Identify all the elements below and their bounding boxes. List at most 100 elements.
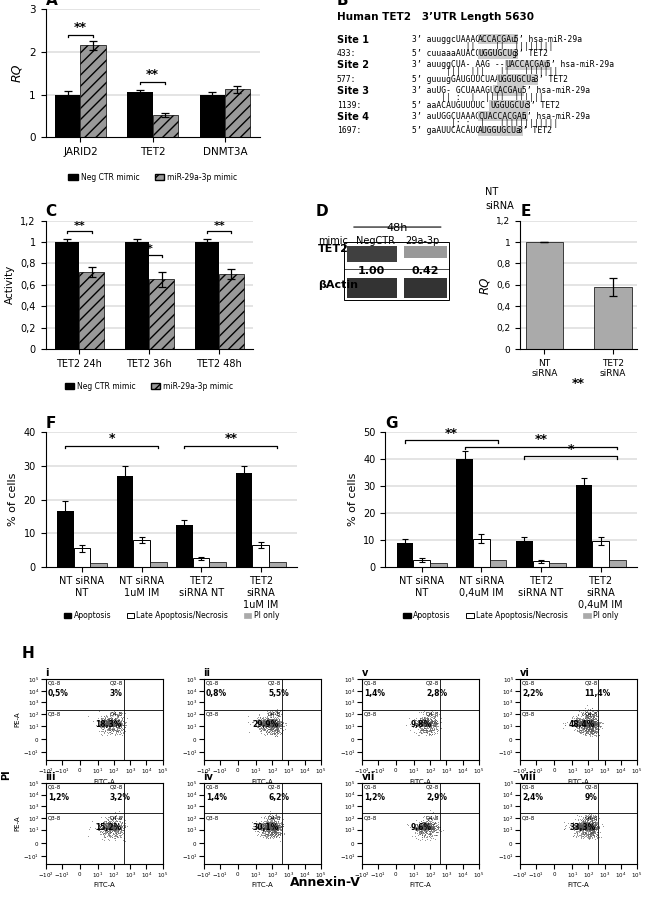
Point xyxy=(263,820,274,834)
Point xyxy=(575,713,586,727)
Bar xyxy=(609,560,625,567)
Point xyxy=(422,715,433,729)
Point xyxy=(103,710,113,724)
Point xyxy=(588,826,598,841)
Point xyxy=(411,714,422,728)
Point xyxy=(420,713,430,727)
Point xyxy=(580,716,590,731)
Point xyxy=(583,716,593,731)
Point xyxy=(111,720,121,734)
Point xyxy=(254,821,264,835)
Point xyxy=(419,715,430,729)
Point xyxy=(588,716,599,730)
Point xyxy=(415,816,426,831)
Point xyxy=(112,820,122,834)
Point xyxy=(582,721,593,735)
Point xyxy=(588,718,599,733)
Point xyxy=(582,823,593,837)
Point xyxy=(269,718,280,733)
Point xyxy=(105,823,116,837)
Point xyxy=(588,826,598,841)
Point xyxy=(278,816,288,831)
Point xyxy=(419,714,430,728)
Point xyxy=(269,720,280,734)
Point xyxy=(106,819,116,833)
Point xyxy=(103,816,114,831)
Point xyxy=(258,718,268,733)
Point xyxy=(104,710,114,724)
Point xyxy=(585,829,595,843)
Point xyxy=(109,722,119,736)
Point xyxy=(101,716,111,730)
Point xyxy=(584,820,595,834)
Point xyxy=(255,821,265,835)
Point xyxy=(590,717,601,732)
Point xyxy=(266,819,276,833)
Point xyxy=(588,825,598,840)
Point xyxy=(262,816,272,831)
Point xyxy=(268,716,278,731)
Point xyxy=(261,714,272,728)
Point xyxy=(264,715,274,729)
Point xyxy=(426,721,436,735)
Point xyxy=(272,711,283,725)
Point xyxy=(578,817,588,832)
Point xyxy=(107,824,117,838)
Point xyxy=(98,821,108,835)
Point xyxy=(589,728,599,742)
Point xyxy=(105,710,116,724)
Point xyxy=(268,819,279,833)
Point xyxy=(275,821,285,835)
Text: v: v xyxy=(362,668,368,679)
Point xyxy=(258,823,268,837)
Point xyxy=(108,718,118,733)
Point xyxy=(109,819,120,833)
Point xyxy=(421,825,432,840)
Point xyxy=(260,716,270,731)
Point xyxy=(436,820,446,834)
Point xyxy=(110,715,120,729)
Point xyxy=(422,714,433,728)
Point xyxy=(418,717,428,732)
Point xyxy=(591,726,601,741)
Point xyxy=(582,716,593,730)
Text: 3’ auUG- GCUAAAGUCUAc: 3’ auUG- GCUAAAGUCUAc xyxy=(412,86,514,95)
Point xyxy=(268,718,279,733)
Point xyxy=(571,714,582,728)
Point xyxy=(588,829,599,843)
Point xyxy=(116,719,126,733)
Point xyxy=(426,829,437,843)
Point xyxy=(582,822,593,836)
Point xyxy=(259,717,269,732)
Point xyxy=(588,815,599,830)
Point xyxy=(118,724,129,738)
Point xyxy=(99,822,109,836)
Point xyxy=(111,821,121,835)
Point xyxy=(582,717,592,732)
Point xyxy=(588,819,599,833)
Point xyxy=(577,825,588,840)
Point xyxy=(271,820,281,834)
Point xyxy=(273,819,283,833)
Point xyxy=(266,721,276,735)
Point xyxy=(104,818,114,832)
Point xyxy=(430,717,440,732)
Point xyxy=(281,718,291,733)
Point xyxy=(423,817,434,832)
Point xyxy=(263,819,273,833)
Point xyxy=(107,824,117,838)
Point xyxy=(588,820,599,834)
Point xyxy=(580,718,590,733)
Point xyxy=(266,822,277,836)
Point xyxy=(270,819,281,833)
Point xyxy=(94,820,105,834)
Point xyxy=(265,820,275,834)
Point xyxy=(567,718,578,733)
Point xyxy=(589,717,599,732)
Point xyxy=(426,706,436,720)
Point xyxy=(414,822,424,836)
Point xyxy=(103,722,114,736)
Point xyxy=(267,718,278,733)
Point xyxy=(418,713,428,727)
Point xyxy=(413,720,424,734)
